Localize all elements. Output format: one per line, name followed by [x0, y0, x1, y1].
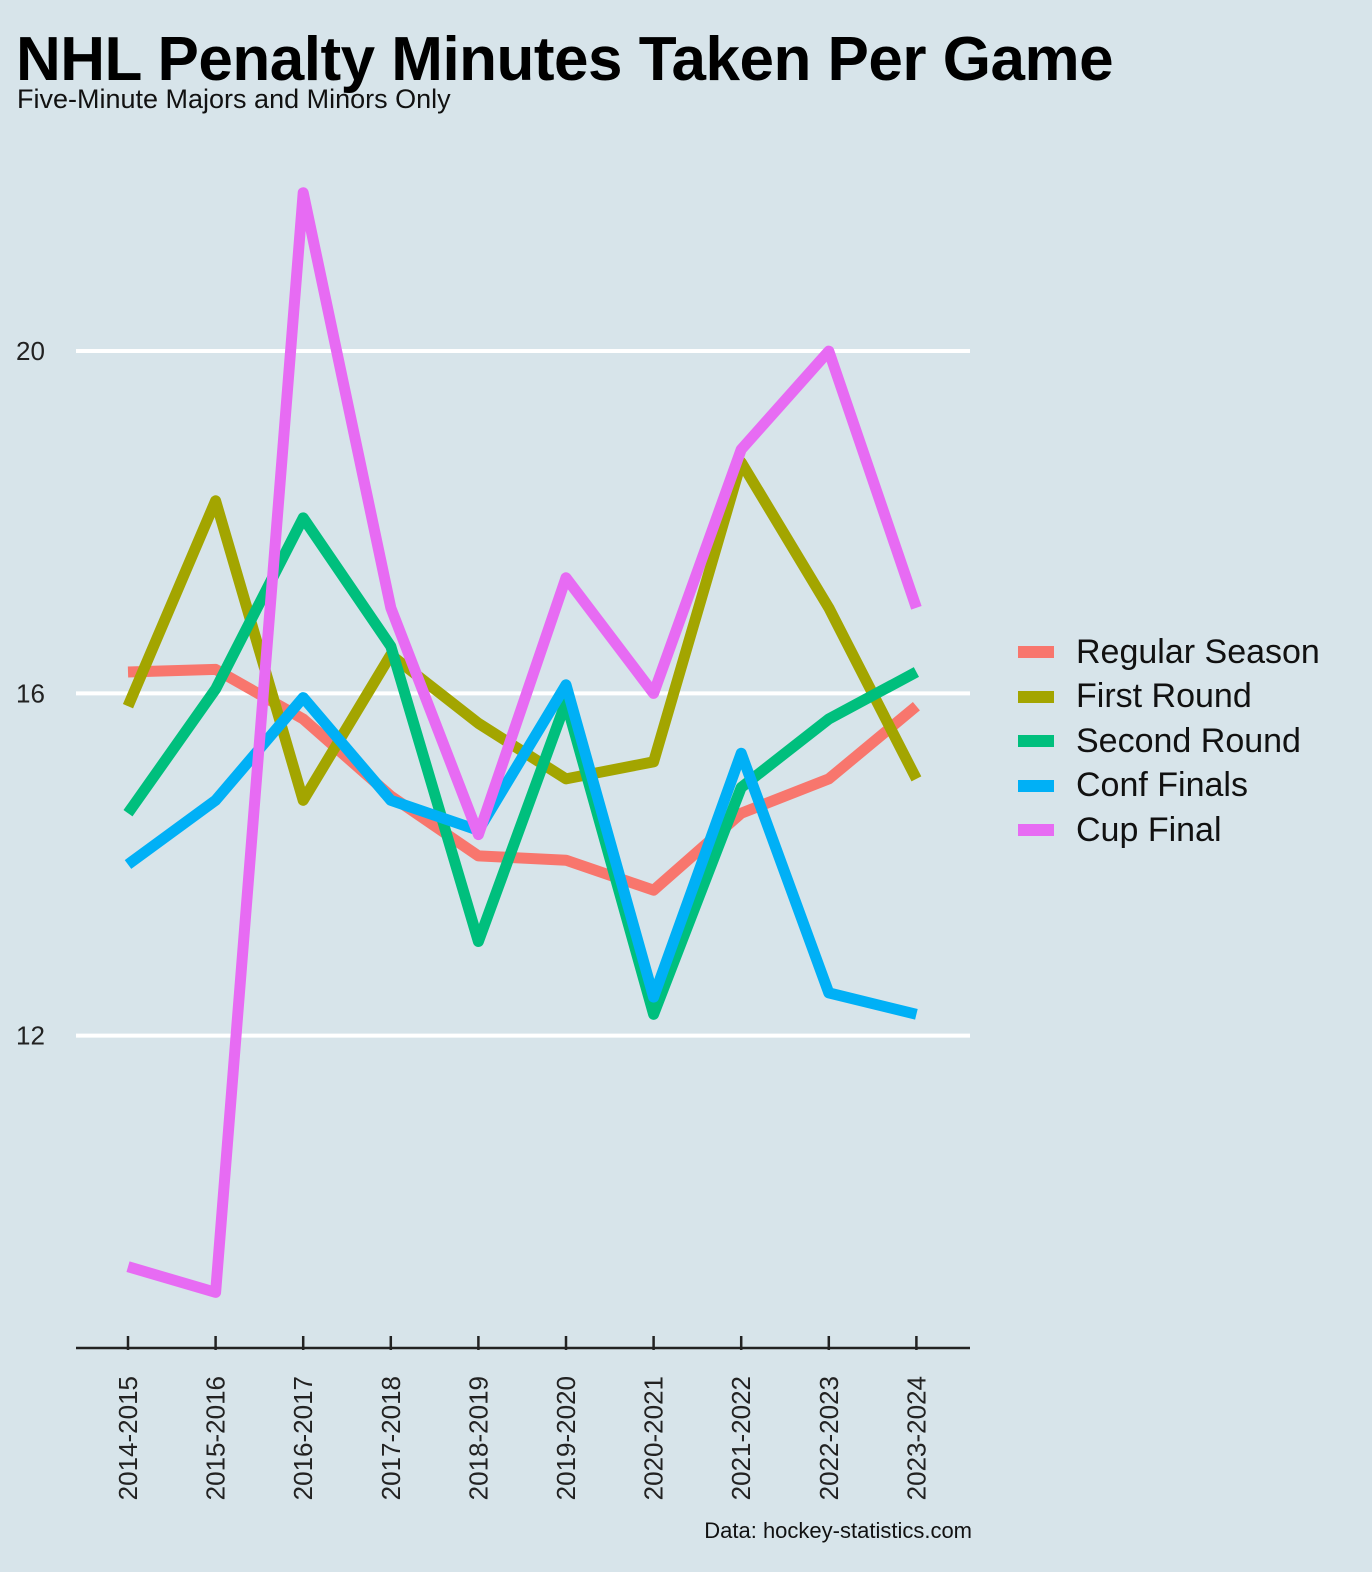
legend-item: Second Round [1018, 719, 1320, 764]
legend-item: Cup Final [1018, 808, 1320, 853]
x-tick-label: 2015-2016 [201, 1376, 231, 1500]
x-tick-label: 2020-2021 [639, 1376, 669, 1500]
y-axis-ticks: 12 16 20 [16, 336, 45, 1051]
chart-subtitle: Five-Minute Majors and Minors Only [17, 84, 451, 114]
legend-label: Regular Season [1076, 632, 1320, 671]
x-tick-label: 2016-2017 [288, 1376, 318, 1500]
y-tick-label: 12 [16, 1021, 45, 1051]
legend-label: First Round [1076, 677, 1252, 716]
x-tick-label: 2014-2015 [113, 1376, 143, 1500]
chart-title: NHL Penalty Minutes Taken Per Game [16, 25, 1114, 94]
x-tick-label: 2018-2019 [463, 1376, 493, 1500]
x-tick-label: 2019-2020 [551, 1376, 581, 1500]
x-axis: 2014-2015 2015-2016 2016-2017 2017-2018 2018… [76, 1336, 970, 1500]
data-source-caption: Data: hockey-statistics.com [704, 1518, 972, 1543]
x-tick-label: 2023-2024 [901, 1376, 931, 1500]
legend-swatch [1018, 690, 1054, 703]
x-tick-label: 2022-2023 [814, 1376, 844, 1500]
series-line-second-round [123, 512, 920, 1020]
series-lines [122, 187, 922, 1298]
y-tick-label: 20 [16, 336, 45, 366]
x-tick-label: 2017-2018 [376, 1376, 406, 1500]
legend: Regular Season First Round Second Round Con… [1018, 630, 1320, 853]
legend-label: Cup Final [1076, 810, 1222, 849]
legend-label: Second Round [1076, 721, 1301, 760]
x-tick-label: 2021-2022 [726, 1376, 756, 1500]
legend-item: Conf Finals [1018, 764, 1320, 809]
legend-swatch [1018, 735, 1054, 748]
legend-swatch [1018, 646, 1054, 659]
legend-item: Regular Season [1018, 630, 1320, 675]
legend-swatch [1018, 779, 1054, 792]
series-line-cup-final [126, 187, 922, 1298]
legend-label: Conf Finals [1076, 766, 1248, 805]
legend-swatch [1018, 824, 1054, 837]
y-tick-label: 16 [16, 678, 45, 708]
legend-item: First Round [1018, 675, 1320, 720]
